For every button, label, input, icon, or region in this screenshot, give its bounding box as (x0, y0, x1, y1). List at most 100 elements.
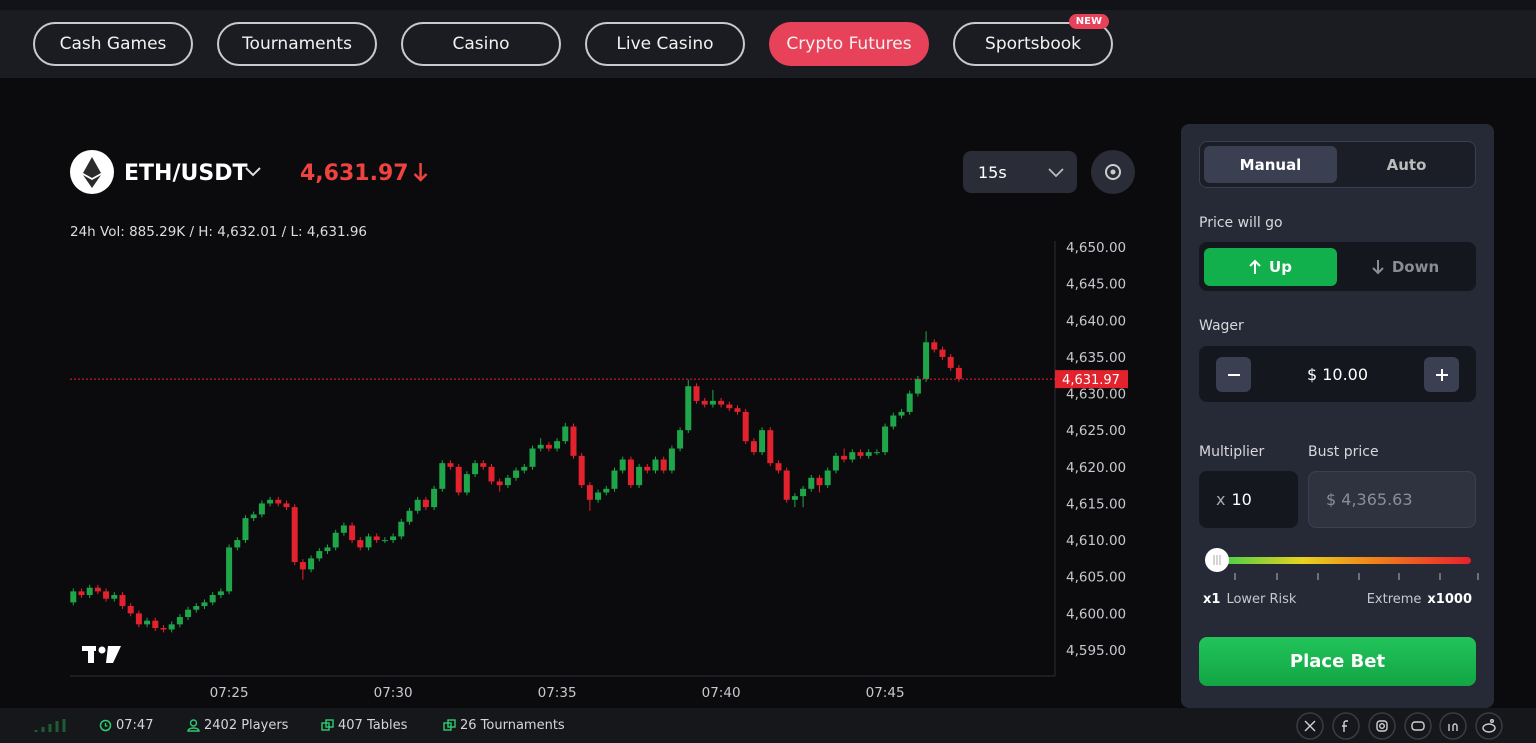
candle-body (570, 426, 577, 456)
candle-body (857, 452, 864, 456)
candle-body (185, 609, 192, 618)
candle-body (611, 470, 618, 489)
candle-body (144, 620, 151, 625)
down-button[interactable]: Down (1339, 248, 1472, 286)
time: 07:47 (116, 718, 154, 733)
risk-slider[interactable] (1199, 544, 1479, 584)
footer: 07:47 2402 Players 407 Tables 26 Tournam… (0, 708, 1536, 743)
candle-body (521, 466, 528, 471)
social-discord[interactable] (1404, 712, 1432, 740)
risk-max-label: Extreme (1366, 592, 1422, 607)
candle-body (398, 521, 405, 537)
candle-body (439, 463, 446, 489)
x-tick-label: 07:25 (210, 685, 249, 701)
nav-tab[interactable]: Sportsbook NEW (953, 14, 1113, 66)
candle-body (308, 558, 315, 570)
social-facebook[interactable] (1332, 712, 1360, 740)
candle-body (217, 591, 224, 596)
candle-body (201, 602, 208, 607)
place-bet-button[interactable]: Place Bet (1199, 637, 1476, 686)
candle-body (529, 448, 536, 467)
candle-body (652, 459, 659, 471)
social-reddit[interactable] (1475, 712, 1503, 740)
x-tick-label: 07:30 (374, 685, 413, 701)
mode-auto[interactable]: Auto (1386, 155, 1427, 174)
candle-body (283, 503, 290, 508)
risk-max-value: x1000 (1427, 592, 1472, 607)
candle-body (537, 444, 544, 449)
candle-body (808, 477, 815, 489)
nav-tab[interactable]: Tournaments (217, 22, 377, 66)
candle-body (94, 587, 101, 592)
candle-body (701, 400, 708, 405)
candle-body (603, 488, 610, 493)
candle-body (709, 400, 716, 405)
social-linkedin[interactable] (1439, 712, 1467, 740)
candle-body (422, 499, 429, 508)
mode-manual[interactable]: Manual (1204, 146, 1337, 183)
candle-body (668, 448, 675, 471)
candle-body (939, 349, 946, 357)
candle-body (291, 507, 298, 563)
nav-tab[interactable]: Cash Games (33, 22, 193, 66)
candle-body (447, 463, 454, 467)
players: 2402 Players (187, 708, 288, 743)
candle-body (513, 470, 520, 478)
y-tick-label: 4,645.00 (1066, 277, 1126, 293)
nav-tab[interactable]: Casino (401, 22, 561, 66)
y-tick-label: 4,630.00 (1066, 387, 1126, 403)
x-tick-label: 07:40 (702, 685, 741, 701)
candle-body (455, 466, 462, 493)
candle-body (586, 485, 593, 500)
candle-body (390, 536, 397, 541)
candle-body (914, 378, 921, 394)
y-tick-label: 4,600.00 (1066, 606, 1126, 622)
risk-min-label: Lower Risk (1226, 592, 1297, 607)
candle-body (660, 459, 667, 471)
candle-body (86, 587, 93, 596)
candle-body (824, 470, 831, 486)
social-x[interactable] (1296, 712, 1324, 740)
social-links (1296, 712, 1503, 740)
wager-value[interactable]: $ 10.00 (1306, 364, 1369, 384)
candle-body (152, 620, 159, 629)
wager-minus[interactable] (1216, 357, 1251, 392)
candle-body (316, 551, 323, 559)
y-tick-label: 4,610.00 (1066, 533, 1126, 549)
candle-body (480, 463, 487, 467)
nav-tab[interactable]: Crypto Futures (769, 22, 929, 66)
nav-tab[interactable]: Live Casino (585, 22, 745, 66)
candle-body (841, 455, 848, 460)
chart: ETH/USDT 4,631.97 24h Vol: 885.29K / H: … (70, 150, 1135, 701)
multiplier-prefix: x (1216, 490, 1226, 509)
candle-body (193, 606, 200, 610)
wager-plus[interactable] (1424, 357, 1459, 392)
candle-body (406, 510, 413, 522)
candle-body (783, 470, 790, 500)
candle-body (176, 617, 183, 625)
social-instagram[interactable] (1368, 712, 1396, 740)
y-tick-label: 4,620.00 (1066, 460, 1126, 476)
y-tick-label: 4,595.00 (1066, 643, 1126, 659)
x-tick-label: 07:45 (866, 685, 905, 701)
pair[interactable]: ETH/USDT (124, 161, 247, 186)
interval-select[interactable] (963, 151, 1077, 193)
pair-chevron[interactable] (245, 167, 261, 177)
candle-body (488, 466, 495, 482)
candle-body (414, 499, 421, 511)
last-price-label: 4,631.97 (1062, 373, 1120, 388)
bust-label: Bust price (1308, 444, 1379, 460)
nav-tab-label: Casino (452, 34, 510, 54)
candle-body (340, 525, 347, 533)
tournaments-text: 26 Tournaments (460, 718, 565, 733)
candle-body (865, 452, 872, 456)
candle-body (898, 411, 905, 416)
candle-body (619, 459, 626, 471)
y-tick-label: 4,650.00 (1066, 240, 1126, 256)
candle-body (160, 628, 167, 630)
y-tick-label: 4,640.00 (1066, 313, 1126, 329)
tables: 407 Tables (321, 708, 407, 743)
up-button[interactable]: Up (1204, 248, 1337, 286)
multiplier-input[interactable]: x 10 (1199, 471, 1298, 528)
